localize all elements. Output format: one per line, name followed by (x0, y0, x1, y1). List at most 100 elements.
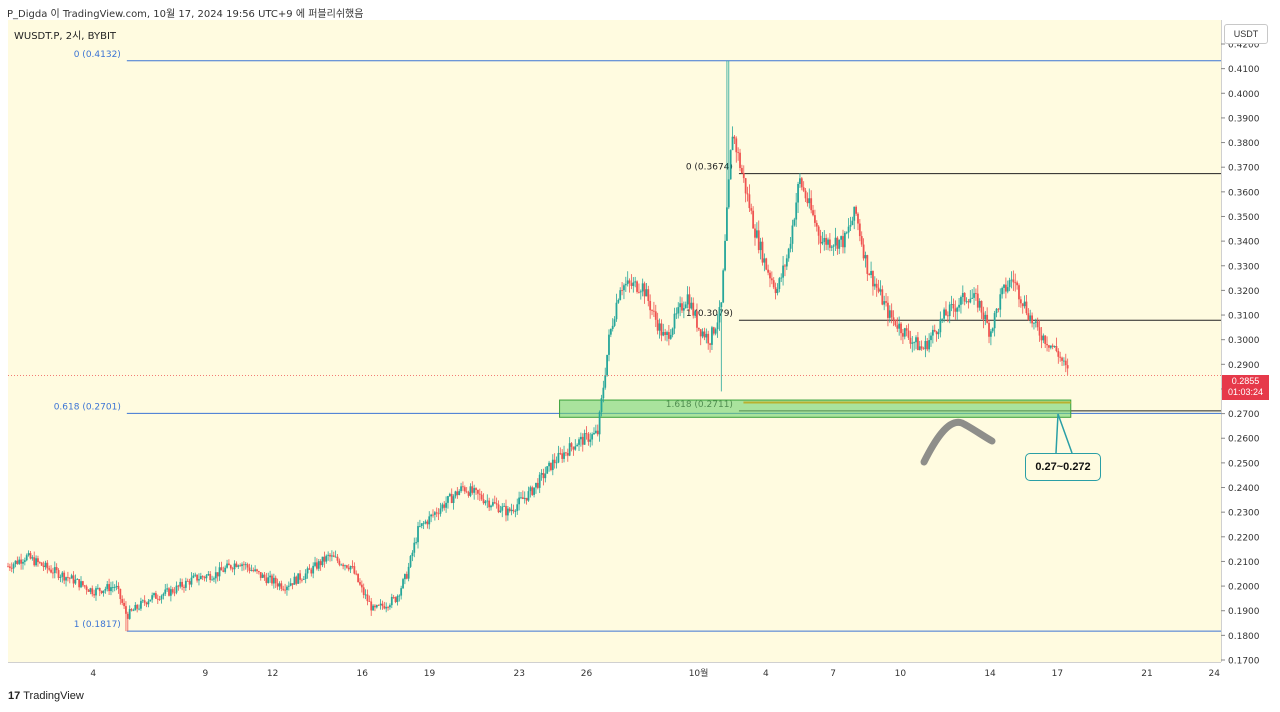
price-tick-label: 0.2700 (1228, 410, 1260, 420)
candle-body (1018, 285, 1020, 300)
candle-body (755, 230, 758, 238)
candle-body (295, 576, 298, 584)
candle-body (61, 572, 64, 577)
candle-body (125, 606, 127, 614)
candle-body (205, 575, 208, 579)
time-tick-label: 19 (424, 669, 436, 679)
candle-body (250, 570, 253, 571)
candle-body (954, 308, 957, 312)
candle-body (671, 328, 674, 335)
candle-body (679, 303, 682, 308)
candle-body (458, 491, 461, 496)
candle-body (864, 255, 867, 259)
candle-body (542, 473, 545, 479)
candle-body (261, 574, 264, 578)
candle-body (533, 487, 535, 495)
candle-body (364, 594, 367, 596)
candle-body (85, 586, 88, 590)
candle-body (598, 412, 601, 435)
candle-body (621, 290, 623, 291)
price-scale[interactable] (1221, 20, 1273, 662)
candle-body (694, 311, 696, 316)
candle-body (873, 283, 876, 287)
candle-body (615, 302, 618, 320)
candle-body (428, 516, 431, 525)
candle-body (375, 605, 378, 608)
candle-body (1004, 284, 1007, 292)
brand-name: TradingView (23, 690, 84, 702)
candle-body (922, 348, 925, 350)
candle-body (557, 452, 560, 463)
candle-body (462, 486, 464, 488)
candle-body (10, 567, 13, 569)
candle-body (740, 167, 743, 174)
header-bar: P_Digda 이 TradingView.com, 10월 17, 2024 … (0, 0, 1280, 20)
candle-body (1008, 280, 1011, 288)
candle-body (572, 446, 575, 450)
candle-body (287, 585, 290, 587)
candle-body (422, 523, 425, 525)
candle-body (55, 567, 58, 571)
candle-body (1051, 345, 1054, 347)
candle-body (433, 512, 436, 515)
candle-body (814, 215, 816, 223)
candle-body (35, 558, 37, 566)
candle-body (946, 315, 949, 317)
candle-body (1003, 284, 1005, 288)
candle-body (843, 232, 846, 248)
candle-body (636, 281, 638, 292)
candle-body (872, 271, 874, 287)
candle-body (711, 327, 713, 345)
candle-body (866, 255, 869, 274)
candle-body (432, 514, 434, 516)
candle-body (1049, 345, 1052, 348)
candle-body (628, 280, 631, 284)
candle-body (973, 293, 975, 298)
candle-body (842, 236, 844, 248)
candle-body (832, 245, 835, 247)
candle-body (1027, 313, 1030, 320)
candle-body (535, 482, 537, 488)
candle-body (795, 202, 798, 220)
candle-body (33, 557, 36, 566)
candle-body (1023, 301, 1026, 307)
candle-body (632, 282, 635, 286)
candle-body (132, 610, 135, 612)
candle-body (413, 542, 416, 553)
candle-body (188, 581, 191, 585)
candle-body (681, 303, 683, 311)
candle-body (452, 496, 455, 503)
candle-body (961, 292, 964, 298)
currency-button[interactable]: USDT (1224, 24, 1268, 44)
candle-body (666, 332, 668, 335)
candle-body (390, 596, 393, 606)
chart-pane[interactable] (8, 20, 1221, 662)
candle-body (362, 587, 365, 595)
candle-body (896, 325, 899, 329)
candle-body (141, 600, 144, 602)
candle-body (67, 577, 69, 578)
candle-body (905, 328, 908, 331)
price-tick-label: 0.1700 (1228, 657, 1260, 667)
candle-body (1031, 315, 1033, 324)
candle-body (175, 585, 178, 593)
candle-body (312, 565, 315, 574)
candle-body (609, 328, 612, 335)
zone-callout: 0.27~0.272 (1025, 453, 1101, 481)
fib-level-label: 0.618 (0.2701) (54, 402, 121, 412)
candle-body (93, 594, 96, 596)
candle-body (267, 577, 270, 584)
candle-body (765, 258, 768, 270)
candle-body (1066, 365, 1069, 369)
candle-body (98, 587, 101, 591)
candle-body (115, 585, 118, 588)
candle-body (1057, 350, 1060, 357)
candle-body (965, 301, 968, 303)
candle-body (407, 566, 410, 579)
candle-body (278, 583, 281, 587)
support-zone[interactable] (559, 399, 1072, 418)
candle-body (460, 486, 462, 492)
candle-body (158, 599, 161, 600)
candle-body (726, 207, 728, 241)
time-scale[interactable] (8, 662, 1221, 685)
